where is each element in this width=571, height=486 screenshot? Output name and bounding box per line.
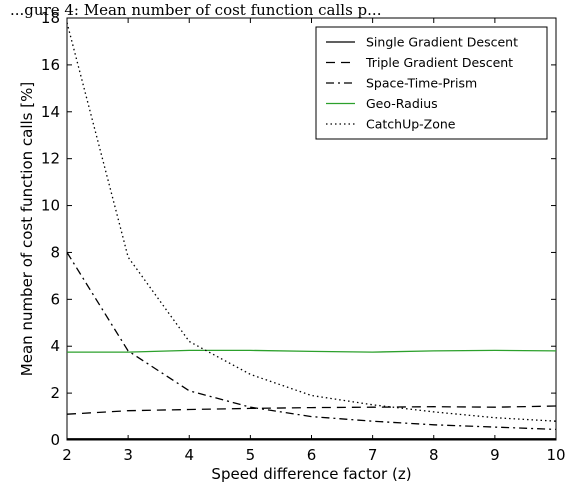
legend-label: Triple Gradient Descent: [365, 55, 513, 70]
legend: Single Gradient Descent Triple Gradient D…: [315, 26, 548, 140]
header-text: ...gure 4: Mean number of cost function …: [10, 1, 381, 19]
x-tick-label: 4: [184, 446, 194, 464]
x-tick-label: 6: [307, 446, 317, 464]
x-tick-label: 10: [546, 446, 565, 464]
legend-label: Geo-Radius: [366, 96, 438, 111]
y-tick-label: 6: [50, 290, 60, 308]
x-axis-label: Speed difference factor (z): [211, 465, 411, 483]
x-tick-label: 9: [490, 446, 500, 464]
y-tick-label: 10: [41, 197, 60, 215]
x-tick-label: 8: [429, 446, 439, 464]
y-tick-label: 4: [50, 337, 60, 355]
x-tick-label: 2: [62, 446, 72, 464]
series-line-5: [66, 22, 557, 422]
series-line-4: [67, 349, 557, 353]
y-tick-label: 12: [41, 150, 60, 168]
series-line-2: [66, 405, 557, 415]
x-tick-label: 7: [368, 446, 378, 464]
x-tick-label: 3: [123, 446, 133, 464]
y-tick-label: 14: [41, 103, 60, 121]
legend-box: [315, 26, 548, 140]
legend-label: CatchUp-Zone: [366, 117, 456, 132]
x-axis: 2 3 4 5 6 7 8 9 10: [62, 18, 566, 464]
y-tick-label: 2: [50, 384, 60, 402]
series-line-3: [66, 252, 557, 431]
legend-label: Single Gradient Descent: [366, 35, 518, 50]
x-tick-label: 5: [246, 446, 256, 464]
y-axis: 0 2 4 6 8 10 12 14 16 18: [41, 9, 556, 449]
y-axis-label: Mean number of cost function calls [%]: [18, 82, 36, 376]
y-tick-label: 18: [41, 9, 60, 27]
y-tick-label: 16: [41, 56, 60, 74]
y-tick-label: 0: [50, 431, 60, 449]
y-tick-label: 8: [50, 243, 60, 261]
legend-label: Space-Time-Prism: [366, 76, 477, 91]
